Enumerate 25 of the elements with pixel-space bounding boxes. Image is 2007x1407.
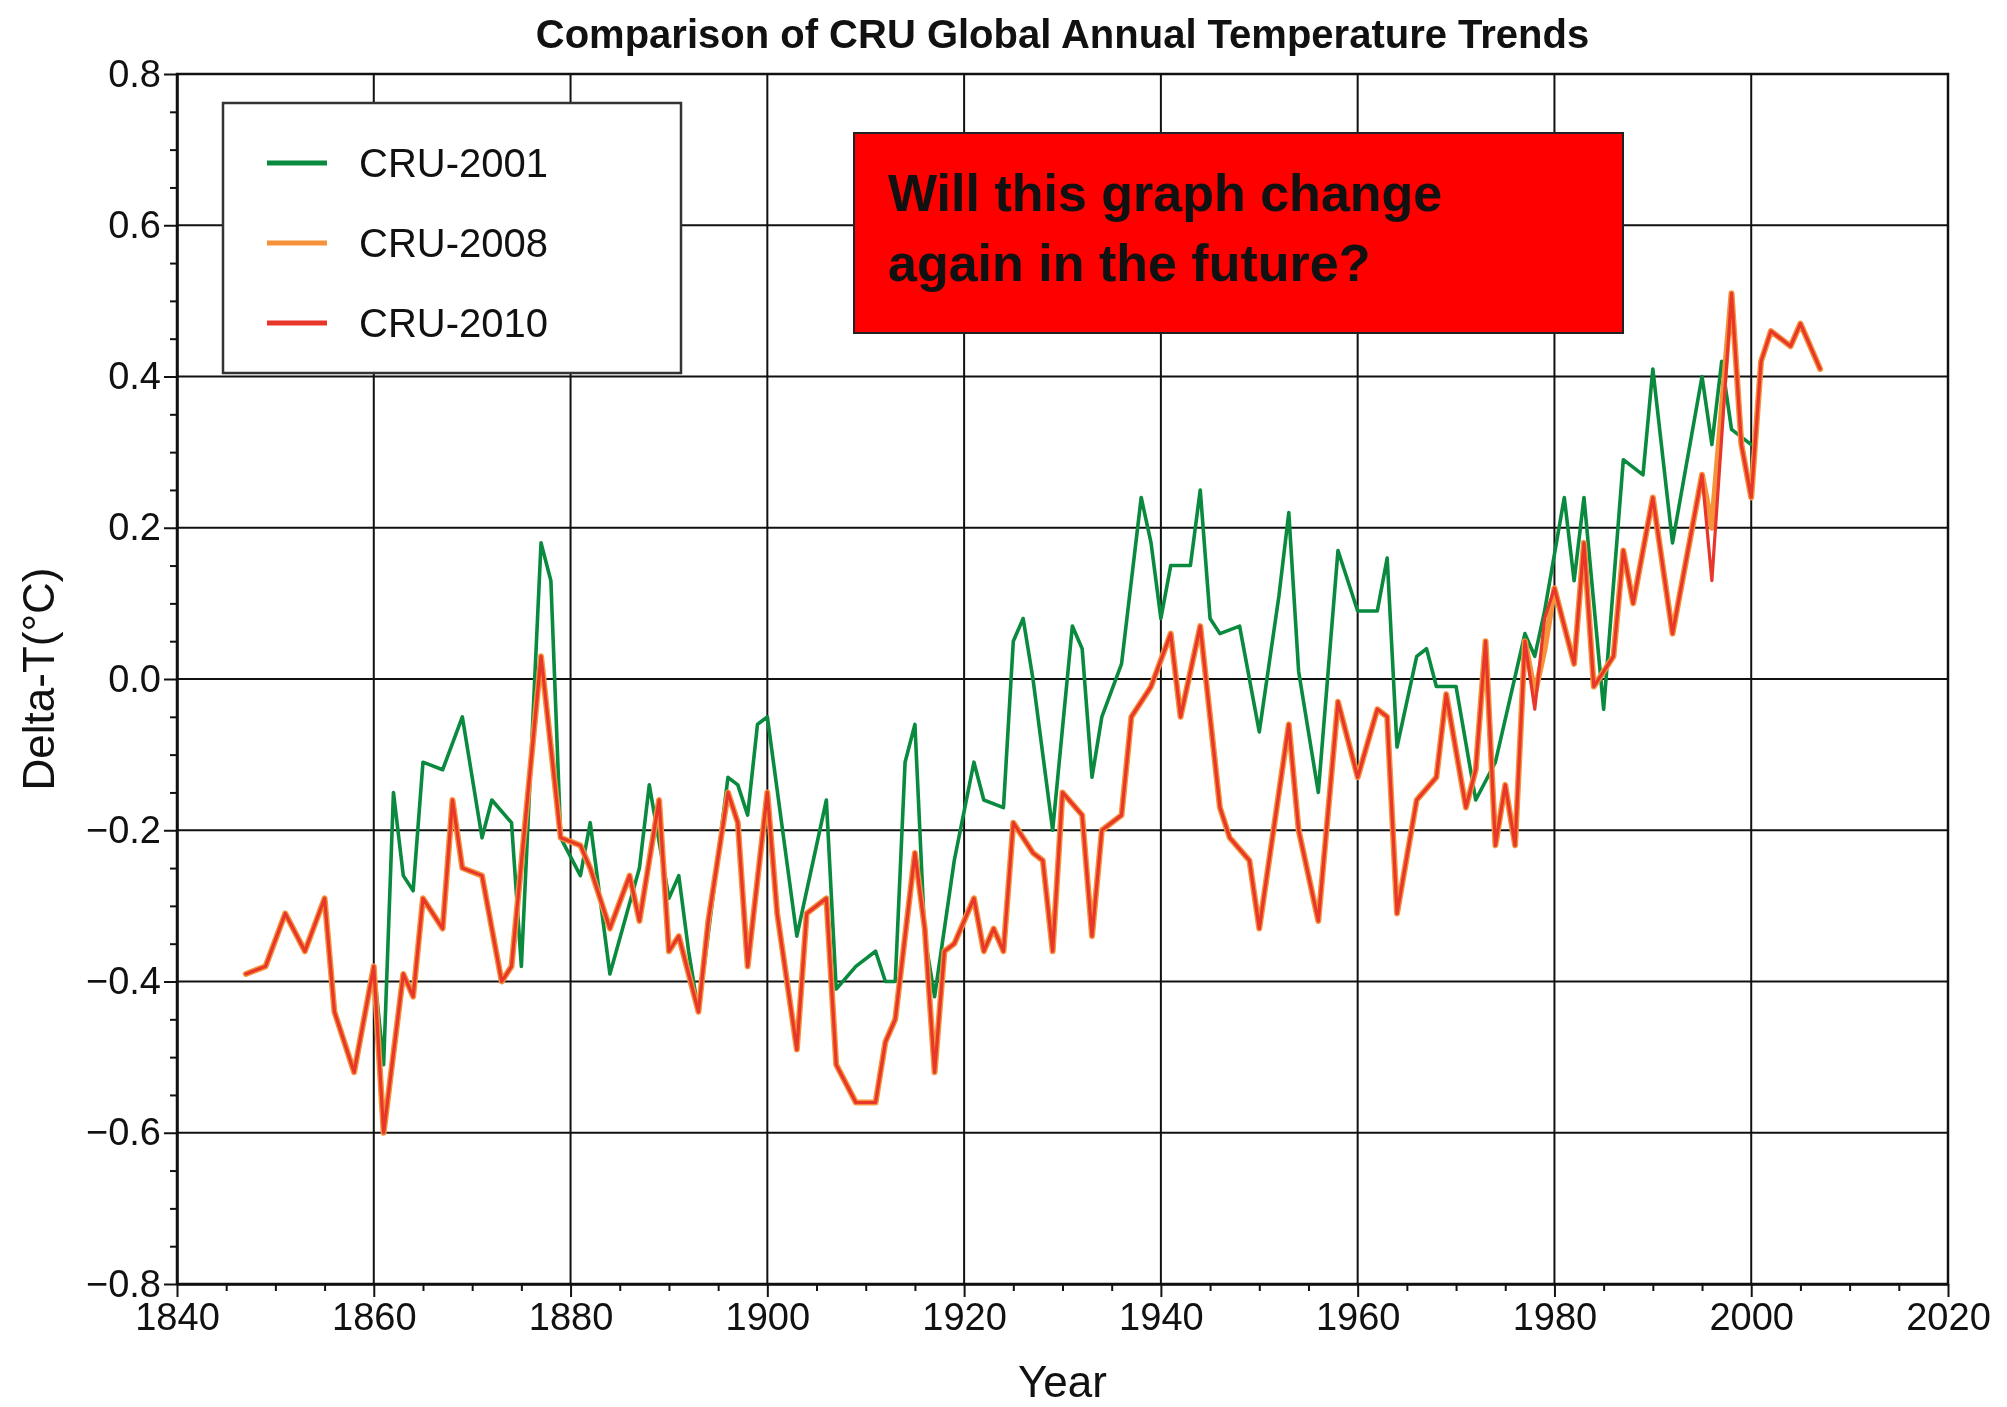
x-tick-label: 1860 (332, 1296, 417, 1339)
x-tick-label: 1880 (528, 1296, 614, 1339)
y-tick-label: −0.2 (85, 808, 161, 851)
annotation: Will this graph change again in the future? (888, 164, 1443, 292)
x-tick-label: 2020 (1906, 1296, 1991, 1339)
y-tick-label: 0.6 (108, 203, 161, 246)
x-tick-label: 1920 (922, 1296, 1007, 1339)
y-tick-label: 0.2 (108, 506, 161, 549)
y-tick-label: 0.0 (108, 657, 161, 700)
x-tick-label: 1940 (1119, 1296, 1204, 1339)
x-tick-label: 1980 (1512, 1296, 1598, 1339)
x-tick-label: 2000 (1709, 1296, 1794, 1339)
x-axis-title: Year (1018, 1357, 1107, 1406)
legend-label: CRU-2010 (359, 301, 548, 345)
y-tick-label: −0.6 (85, 1111, 161, 1154)
y-tick-label: 0.4 (108, 355, 161, 398)
legend-label: CRU-2001 (359, 141, 548, 185)
y-tick-label: −0.4 (85, 960, 161, 1003)
chart-title: Comparison of CRU Global Annual Temperature Trends (535, 12, 1590, 56)
y-tick-label: 0.8 (108, 52, 161, 95)
x-tick-label: 1900 (725, 1296, 811, 1339)
legend-label: CRU-2008 (359, 221, 548, 265)
x-tick-label: 1960 (1315, 1296, 1401, 1339)
x-tick-label: 1840 (135, 1296, 220, 1339)
y-axis-title: Delta-T(°C) (14, 567, 63, 791)
